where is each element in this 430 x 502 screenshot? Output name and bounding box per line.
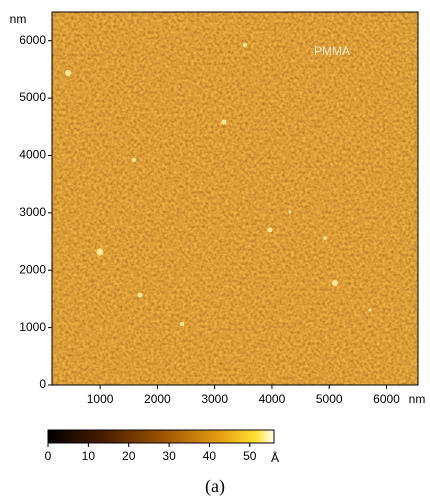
x-tick-label: 4000 [259,392,286,406]
colorbar-tick-label: 50 [243,449,257,463]
y-unit: nm [10,12,27,26]
colorbar [47,429,275,444]
y-tick-label: 4000 [19,148,46,162]
y-tick-label: 5000 [19,90,46,104]
afm-image-texture [52,12,418,385]
colorbar-tick-label: 30 [162,449,176,463]
annotation: PMMA [314,44,350,58]
caption: (a) [205,476,225,497]
x-unit: nm [409,392,426,406]
colorbar-tick-label: 20 [122,449,136,463]
bright-features [65,43,372,326]
y-tick-label: 6000 [19,33,46,47]
x-tick-label: 6000 [373,392,400,406]
colorbar-tick-label: 0 [45,449,52,463]
colorbar-tick-label: 10 [82,449,96,463]
x-tick-label: 5000 [316,392,343,406]
x-tick-label: 3000 [201,392,228,406]
y-tick-label: 2000 [19,262,46,276]
plot-frame [51,11,419,386]
y-tick-label: 0 [39,377,46,391]
x-tick-label: 1000 [87,392,114,406]
y-tick-label: 3000 [19,205,46,219]
y-tick-label: 1000 [19,320,46,334]
x-tick-label: 2000 [144,392,171,406]
colorbar-unit: Å [271,450,279,465]
colorbar-tick-label: 40 [203,449,217,463]
